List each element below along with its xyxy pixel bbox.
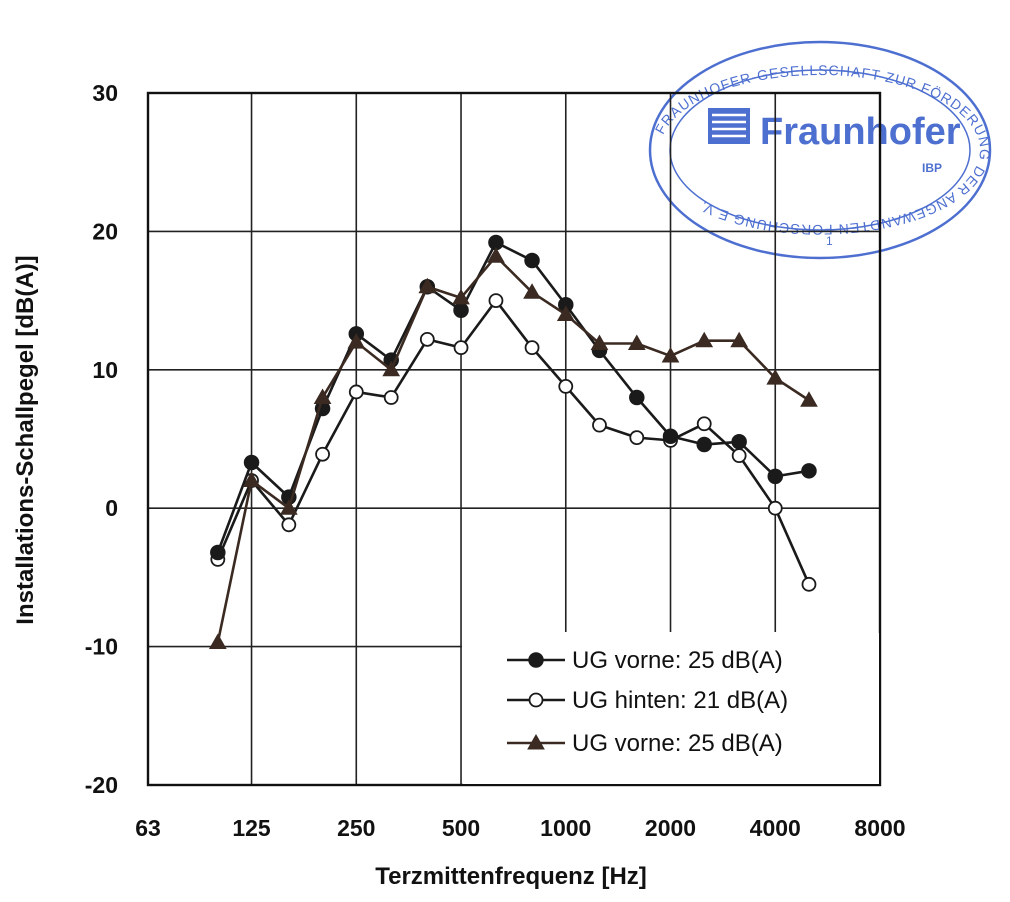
data-point (801, 576, 817, 592)
y-tick-label: -10 (85, 634, 118, 660)
data-point (313, 388, 332, 404)
legend-marker-2 (528, 692, 544, 708)
legend: UG vorne: 25 dB(A) UG hinten: 21 dB(A) UG … (463, 633, 879, 784)
data-point (210, 544, 226, 561)
data-point (524, 340, 540, 356)
y-axis-title: Installations-Schallpegel [dB(A)] (12, 255, 39, 624)
data-point (696, 436, 712, 453)
tick-labels: 63 125 250 500 1000 2000 4000 8000 -20 -10 0 10 20 30 (85, 80, 906, 841)
series-line (216, 255, 810, 643)
plot-area (208, 234, 818, 649)
data-point (629, 389, 645, 406)
data-point (766, 369, 785, 385)
x-tick-label: 125 (232, 815, 271, 841)
data-point (523, 283, 541, 299)
y-tick-label: -20 (85, 772, 118, 798)
legend-label-1: UG vorne: 25 dB(A) (572, 647, 783, 674)
data-point (488, 293, 504, 309)
data-point (382, 360, 401, 377)
data-point (453, 340, 469, 356)
x-axis-title: Terzmittenfrequenz [Hz] (375, 863, 647, 890)
data-point (800, 391, 818, 407)
data-point (315, 446, 330, 462)
x-tick-label: 63 (135, 815, 161, 841)
data-point (281, 517, 297, 533)
data-point (730, 331, 749, 348)
stamp-number: 1 (826, 234, 833, 248)
data-point (767, 468, 784, 485)
series-1 (210, 234, 817, 561)
x-tick-label: 8000 (854, 815, 905, 841)
x-tick-label: 500 (442, 815, 480, 841)
data-point (662, 428, 679, 444)
series-3 (208, 247, 818, 649)
data-point (347, 333, 366, 349)
data-point (383, 390, 399, 405)
data-point (487, 247, 505, 263)
stamp-brand: Fraunhofer (760, 111, 961, 153)
data-point (242, 471, 261, 488)
grid (146, 91, 882, 787)
x-tick-label: 250 (337, 815, 375, 841)
legend-label-2: UG hinten: 21 dB(A) (572, 687, 788, 714)
data-point (696, 416, 712, 432)
legend-label-3: UG vorne: 25 dB(A) (572, 730, 783, 757)
x-tick-label: 4000 (750, 815, 801, 841)
x-tick-label: 1000 (540, 815, 591, 841)
data-point (731, 434, 747, 450)
data-point (556, 305, 575, 321)
legend-marker-3 (527, 733, 545, 750)
data-point (801, 463, 817, 479)
y-tick-label: 0 (105, 495, 118, 521)
data-point (524, 252, 540, 269)
data-point (453, 302, 469, 319)
data-point (627, 334, 646, 351)
y-tick-label: 30 (92, 80, 118, 106)
series-line (216, 299, 811, 585)
series-line (216, 241, 810, 553)
data-point (695, 331, 714, 348)
y-tick-label: 20 (92, 218, 118, 244)
data-point (452, 288, 470, 305)
data-point (279, 499, 298, 515)
data-point (592, 417, 607, 433)
data-point (419, 331, 435, 347)
data-point (208, 633, 227, 649)
x-tick-label: 2000 (645, 815, 696, 841)
stamp-unit: IBP (922, 161, 942, 175)
data-point (767, 500, 783, 516)
data-point (629, 430, 645, 446)
data-point (731, 448, 747, 464)
data-point (348, 384, 364, 400)
data-point (590, 334, 609, 351)
fraunhofer-logo-icon (708, 108, 750, 144)
data-point (243, 454, 260, 471)
data-point (418, 277, 437, 294)
data-point (661, 346, 680, 363)
y-tick-label: 10 (92, 357, 118, 383)
plot-frame (146, 91, 882, 787)
data-point (558, 379, 574, 394)
legend-marker-1 (528, 652, 544, 668)
fraunhofer-stamp: FRAUNHOFER-GESELLSCHAFT ZUR FÖRDERUNG DE… (648, 40, 992, 260)
